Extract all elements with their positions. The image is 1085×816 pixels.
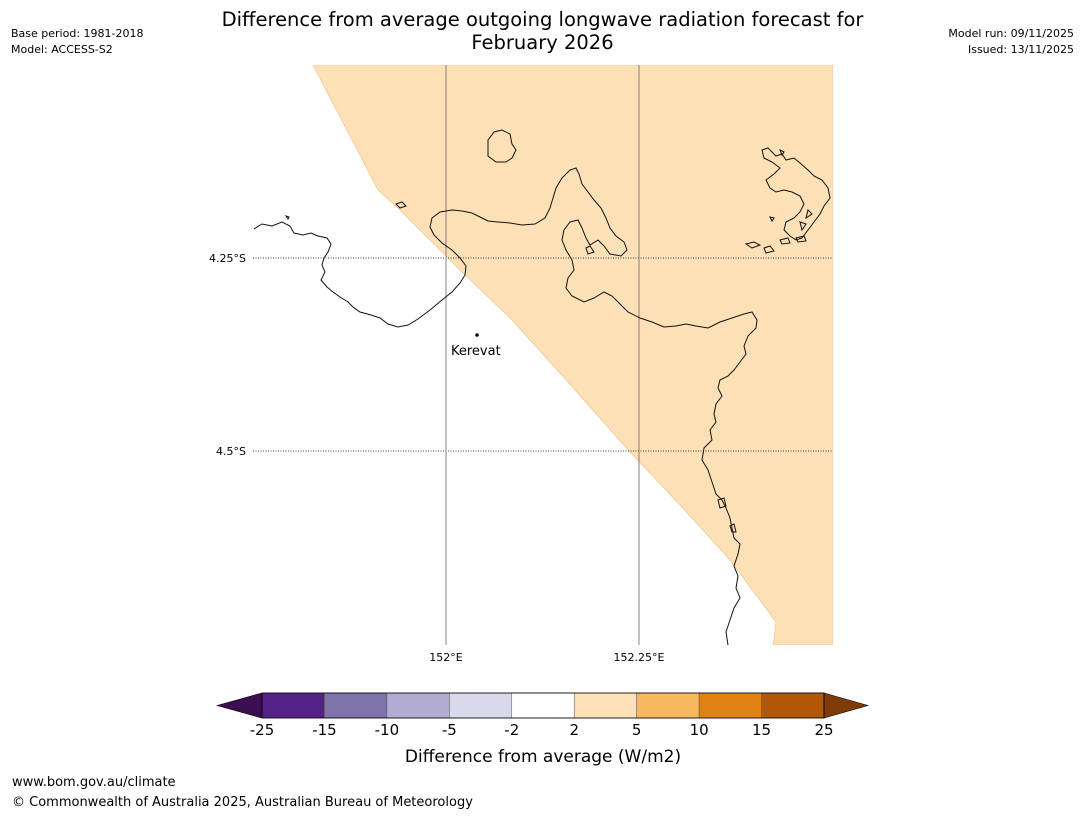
colorbar-tick-label: 15 [752,721,771,739]
anomaly-shading-region [312,65,833,645]
lon-label-152: 152°E [429,651,462,664]
colorbar: -25 -15 -10 -5 -2 2 5 10 15 25 Difference from av… [215,692,870,767]
issued-text: Issued: 13/11/2025 [967,43,1074,56]
colorbar-tick-label: 25 [814,721,833,739]
map-area: Kerevat [253,65,833,645]
colorbar-ticks: -25 -15 -10 -5 -2 2 5 10 15 25 [250,721,834,739]
title-line-2: February 2026 [471,31,614,54]
colorbar-segment [573,692,637,719]
colorbar-segment [761,692,825,719]
colorbar-segment [449,692,513,719]
kerevat-marker [475,333,479,337]
colorbar-segment [636,692,700,719]
kerevat-label: Kerevat [451,344,501,359]
base-period-text: Base period: 1981-2018 [11,27,144,40]
map-title: Difference from average outgoing longwav… [0,8,1085,54]
colorbar-extend-low [215,692,263,719]
model-run-text: Model run: 09/11/2025 [948,27,1074,40]
colorbar-segments [215,692,870,719]
colorbar-tick-label: -10 [375,721,400,739]
coastline [253,129,831,645]
header-left: Base period: 1981-2018 Model: ACCESS-S2 [11,26,143,58]
lat-label-4-5: 4.5°S [216,445,246,458]
colorbar-tick-label: -2 [504,721,519,739]
colorbar-tick-label: -15 [312,721,337,739]
colorbar-tick-label: 5 [632,721,642,739]
footer-url: www.bom.gov.au/climate [12,775,176,790]
header-right: Model run: 09/11/2025 Issued: 13/11/2025 [948,26,1074,58]
colorbar-segment [511,692,575,719]
colorbar-segment [698,692,762,719]
colorbar-tick-label: 2 [569,721,579,739]
footer-copyright: © Commonwealth of Australia 2025, Austra… [12,795,473,810]
title-line-1: Difference from average outgoing longwav… [221,8,864,31]
colorbar-segment [386,692,450,719]
colorbar-tick-label: 10 [690,721,709,739]
colorbar-tick-label: -5 [442,721,457,739]
model-text: Model: ACCESS-S2 [11,43,113,56]
colorbar-segment [261,692,325,719]
colorbar-outline [261,692,825,719]
lat-label-4-25: 4.25°S [209,252,246,265]
colorbar-segment [324,692,388,719]
colorbar-extend-high [823,692,870,719]
colorbar-tick-label: -25 [250,721,275,739]
colorbar-label: Difference from average (W/m2) [405,747,681,767]
lon-label-152-25: 152.25°E [614,651,665,664]
